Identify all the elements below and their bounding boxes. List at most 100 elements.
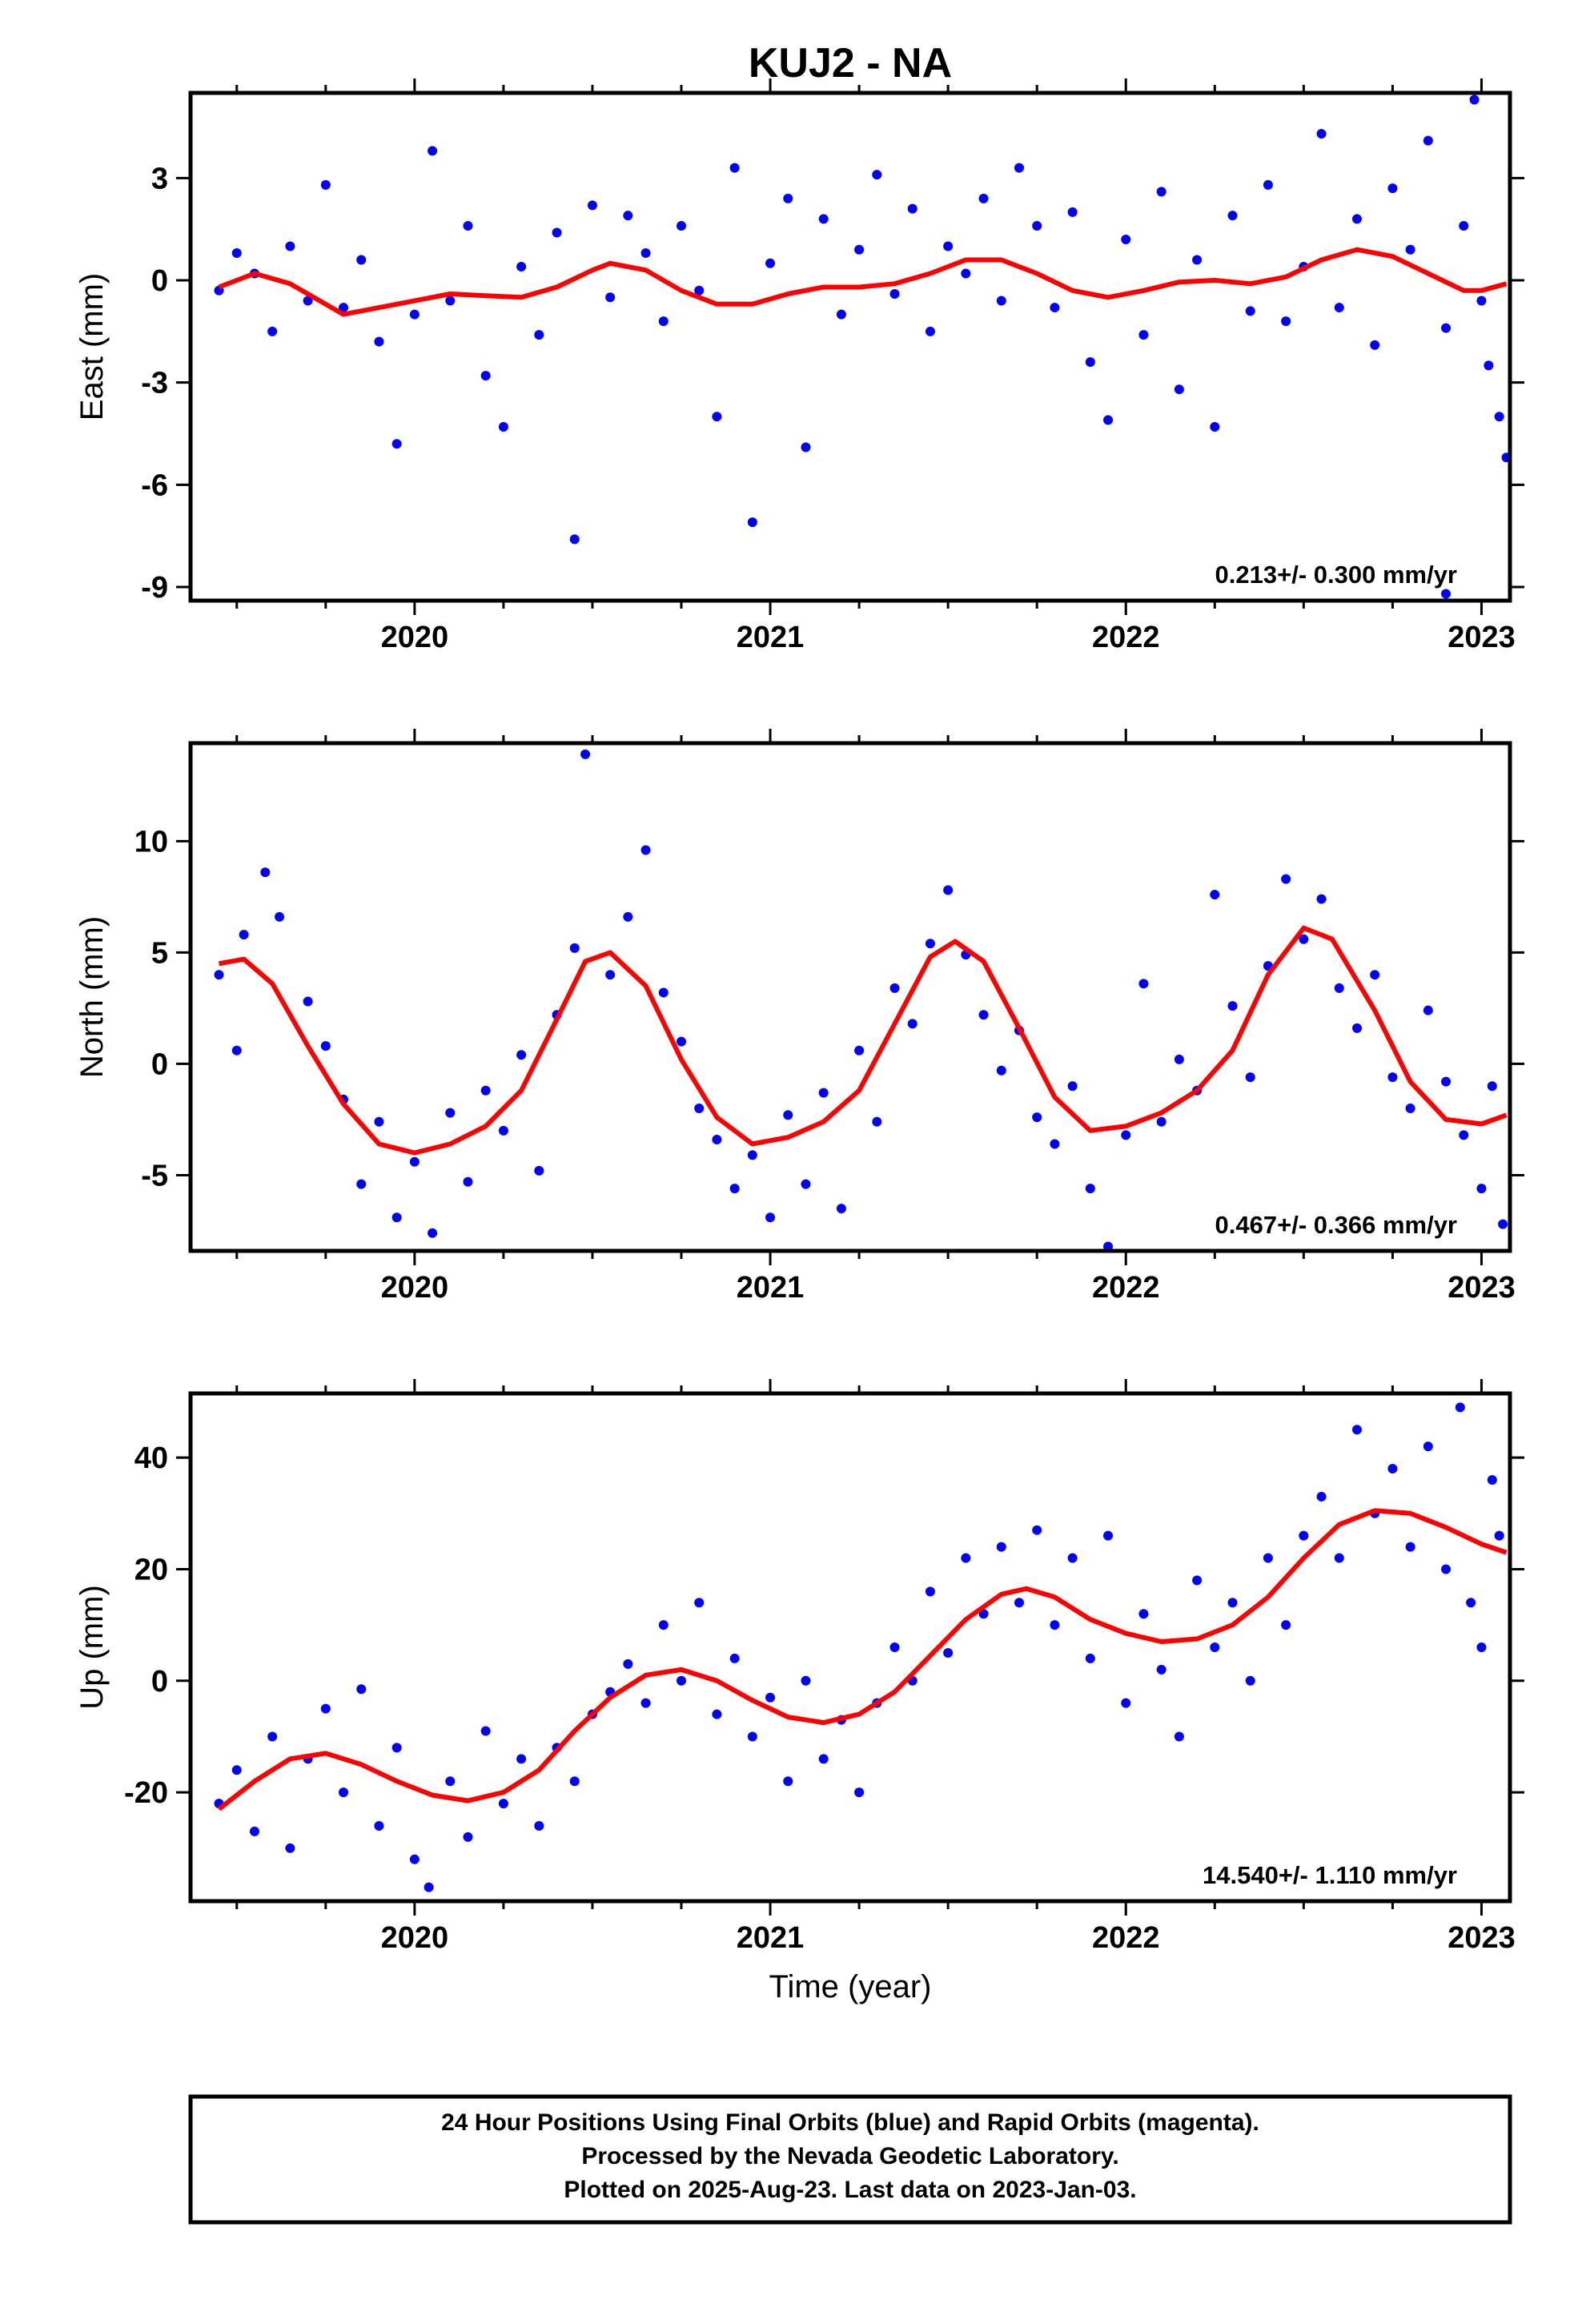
data-point bbox=[409, 1156, 420, 1167]
data-point bbox=[1050, 1139, 1060, 1149]
x-tick-label: 2022 bbox=[1092, 621, 1160, 654]
data-point bbox=[783, 193, 793, 203]
data-point bbox=[1103, 1530, 1114, 1541]
x-axis-label: Time (year) bbox=[769, 1969, 932, 2004]
data-point bbox=[1423, 1441, 1433, 1452]
data-point bbox=[1334, 303, 1344, 313]
data-point bbox=[516, 262, 527, 272]
data-point bbox=[356, 255, 367, 265]
data-point bbox=[516, 1050, 527, 1060]
data-point bbox=[1484, 360, 1494, 371]
data-point bbox=[231, 247, 242, 258]
data-point bbox=[605, 292, 616, 303]
data-point bbox=[889, 289, 900, 300]
data-point bbox=[1103, 415, 1114, 425]
x-tick-label: 2023 bbox=[1447, 621, 1516, 654]
data-point bbox=[1299, 1530, 1309, 1541]
data-point bbox=[1281, 874, 1291, 884]
data-point bbox=[231, 1045, 242, 1055]
data-point bbox=[1245, 306, 1255, 316]
data-point bbox=[712, 1709, 722, 1719]
data-point bbox=[391, 439, 402, 449]
data-point bbox=[1501, 452, 1510, 463]
data-point bbox=[285, 1843, 295, 1853]
data-point bbox=[1156, 1664, 1166, 1675]
data-point bbox=[925, 1586, 935, 1597]
data-point bbox=[640, 1698, 651, 1708]
data-point bbox=[1174, 1731, 1184, 1742]
data-point bbox=[996, 1542, 1006, 1552]
data-point bbox=[1263, 179, 1273, 190]
data-point bbox=[818, 1088, 829, 1098]
data-point bbox=[463, 220, 473, 231]
data-point bbox=[818, 214, 829, 224]
data-point bbox=[552, 227, 562, 238]
data-point bbox=[694, 1598, 705, 1608]
data-point bbox=[1487, 1474, 1497, 1485]
data-point bbox=[1156, 187, 1166, 197]
data-point bbox=[1441, 1076, 1452, 1087]
data-point bbox=[1210, 890, 1220, 900]
data-point bbox=[1085, 1653, 1095, 1663]
figure-title: KUJ2 - NA bbox=[749, 40, 952, 86]
data-point bbox=[783, 1776, 793, 1787]
data-point bbox=[1387, 1072, 1398, 1083]
y-tick-label: 3 bbox=[151, 162, 168, 195]
data-point bbox=[374, 1820, 384, 1831]
data-point bbox=[836, 1204, 846, 1214]
x-tick-label: 2022 bbox=[1092, 1921, 1160, 1955]
data-point bbox=[1469, 94, 1480, 105]
plot-frame bbox=[188, 741, 1512, 1253]
data-point bbox=[267, 1731, 278, 1742]
data-point bbox=[712, 412, 722, 422]
data-point bbox=[1281, 316, 1291, 327]
footer-line-3: Plotted on 2025-Aug-23. Last data on 202… bbox=[564, 2177, 1136, 2203]
data-point bbox=[409, 309, 420, 320]
data-point bbox=[961, 1553, 971, 1563]
y-tick-label: -20 bbox=[124, 1776, 168, 1810]
data-point bbox=[1210, 1642, 1220, 1652]
data-point bbox=[729, 1184, 740, 1194]
data-point bbox=[1245, 1675, 1255, 1686]
data-point bbox=[1263, 1553, 1273, 1563]
data-point bbox=[623, 1659, 633, 1669]
y-tick-label: -6 bbox=[141, 468, 168, 502]
data-point bbox=[996, 296, 1006, 306]
data-point bbox=[694, 1104, 705, 1114]
data-point bbox=[1245, 1072, 1255, 1083]
data-point bbox=[765, 258, 776, 268]
data-point bbox=[1423, 135, 1433, 146]
data-point bbox=[1494, 412, 1504, 422]
data-point bbox=[1085, 1184, 1095, 1194]
data-point bbox=[925, 939, 935, 949]
data-point bbox=[605, 970, 616, 980]
data-point bbox=[801, 1179, 811, 1189]
data-point bbox=[1334, 1553, 1344, 1563]
data-point bbox=[889, 983, 900, 993]
data-point bbox=[231, 1765, 242, 1775]
data-point bbox=[729, 163, 740, 173]
data-point bbox=[587, 200, 597, 211]
data-point bbox=[1103, 1241, 1114, 1251]
data-point bbox=[677, 220, 687, 231]
y-tick-label: 0 bbox=[151, 1665, 168, 1699]
data-point bbox=[445, 1108, 456, 1118]
y-tick-label: 0 bbox=[151, 264, 168, 298]
data-point bbox=[854, 1045, 865, 1055]
data-point bbox=[1466, 1598, 1476, 1608]
data-point bbox=[1405, 244, 1415, 255]
data-point bbox=[498, 1125, 508, 1136]
data-point bbox=[1032, 1525, 1042, 1535]
data-point bbox=[694, 285, 705, 296]
data-point bbox=[1316, 129, 1327, 139]
x-tick-label: 2021 bbox=[737, 621, 805, 654]
y-axis-label: Up (mm) bbox=[74, 1585, 110, 1710]
data-point bbox=[747, 517, 757, 528]
data-point bbox=[1050, 303, 1060, 313]
data-point bbox=[943, 885, 954, 895]
data-point bbox=[356, 1684, 367, 1695]
data-point bbox=[1387, 183, 1398, 194]
data-point bbox=[658, 1620, 669, 1630]
data-point bbox=[978, 193, 989, 203]
y-tick-label: -9 bbox=[141, 571, 168, 605]
